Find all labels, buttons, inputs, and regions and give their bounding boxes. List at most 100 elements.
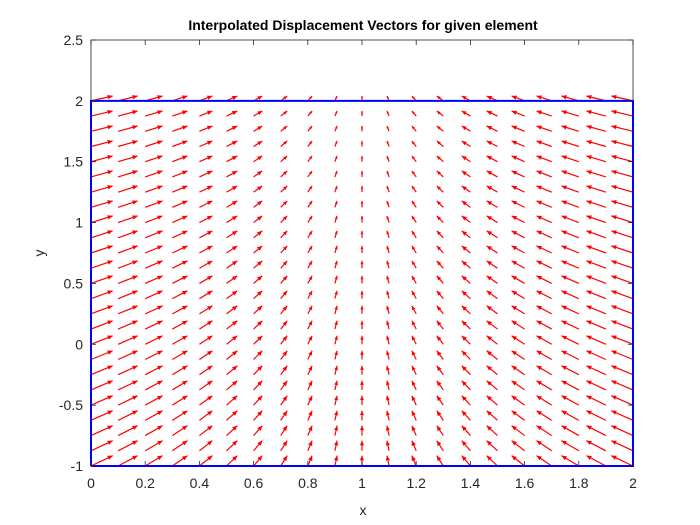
vector-arrow [117, 380, 138, 391]
vector-arrow [334, 350, 338, 360]
vector-arrow [586, 455, 607, 467]
vector-arrow [611, 305, 634, 315]
vector-arrow [90, 215, 113, 224]
vector-arrow [307, 110, 313, 117]
vector-arrow [385, 440, 390, 451]
vector-arrow [536, 455, 553, 467]
vector-arrow [334, 200, 338, 208]
vector-arrow [280, 440, 288, 452]
vector-arrow [280, 155, 288, 163]
vector-arrow [307, 215, 313, 223]
vector-arrow [90, 395, 113, 406]
vector-arrow [360, 260, 364, 269]
vector-arrow [199, 170, 213, 178]
vector-arrow [144, 290, 163, 300]
x-tick-label: 1.8 [569, 475, 589, 491]
vector-arrow [226, 380, 238, 391]
vector-arrow [536, 335, 552, 345]
vector-arrow [117, 215, 138, 224]
vector-arrow [536, 395, 553, 406]
vector-arrow [511, 200, 525, 208]
vector-arrow [199, 230, 213, 239]
vector-arrow [586, 230, 607, 239]
vector-arrow [461, 335, 471, 345]
vector-arrow [199, 185, 213, 193]
vector-arrow [411, 395, 417, 406]
vector-arrow [586, 305, 607, 315]
vector-arrow [199, 425, 213, 437]
vector-arrow [226, 245, 238, 254]
vector-arrow [561, 275, 580, 284]
vector-arrow [586, 245, 607, 254]
vector-arrow [360, 245, 364, 253]
vector-arrow [611, 215, 634, 224]
vector-arrow [386, 380, 390, 391]
vector-arrow [171, 395, 188, 406]
vector-arrow [144, 365, 163, 376]
vector-arrow [511, 185, 525, 193]
vector-arrow [386, 290, 390, 299]
vector-arrow [360, 170, 364, 177]
vector-arrow [611, 230, 634, 239]
x-tick-label: 0.4 [190, 475, 210, 491]
vector-arrow [611, 185, 634, 193]
vector-arrow [280, 125, 288, 132]
vector-arrow [280, 455, 288, 467]
vector-arrow [334, 140, 338, 147]
vector-arrow [360, 335, 364, 345]
vector-arrow [586, 110, 607, 117]
vector-arrow [561, 440, 580, 452]
vector-arrow [307, 230, 313, 239]
vector-arrow [334, 125, 338, 132]
vector-arrow [486, 185, 498, 193]
vector-arrow [144, 335, 163, 345]
y-axis-ticks: -1 -0.5 0 0.5 1 1.5 2 2.5 [59, 32, 633, 474]
vector-arrow [360, 410, 364, 421]
y-tick-label: 0.5 [64, 275, 84, 291]
vector-arrow [611, 109, 634, 117]
vector-arrow [226, 125, 238, 132]
vector-arrow [280, 410, 288, 421]
vector-arrow [360, 185, 364, 193]
vector-arrow [561, 290, 580, 300]
vector-arrow [280, 395, 288, 406]
vector-arrow [385, 410, 390, 421]
vector-arrow [144, 440, 163, 452]
vector-arrow [511, 380, 525, 391]
vector-arrow [561, 110, 579, 117]
vector-arrow [280, 200, 288, 208]
vector-arrow [253, 125, 263, 132]
vector-arrow [385, 425, 390, 436]
vector-arrow [307, 305, 313, 315]
vector-arrow [436, 410, 444, 421]
vector-arrow [461, 395, 471, 406]
vector-arrow [561, 140, 579, 148]
vector-arrow [411, 320, 417, 330]
vector-arrow [226, 110, 238, 117]
vector-arrow [461, 140, 471, 148]
vector-arrow [226, 425, 238, 437]
vector-arrow [226, 320, 238, 330]
vector-arrow [226, 365, 238, 376]
vector-arrow [436, 440, 444, 452]
vector-arrow [307, 155, 313, 163]
vector-arrow [307, 185, 313, 193]
vector-arrow [172, 185, 188, 193]
vector-arrow [280, 305, 288, 315]
x-tick-label: 0.2 [135, 475, 155, 491]
vector-arrow [411, 215, 417, 223]
vector-arrow [334, 440, 339, 451]
vector-arrow [117, 110, 138, 117]
x-tick-label: 1.6 [515, 475, 535, 491]
vector-arrow [144, 455, 163, 467]
vector-arrow [226, 200, 238, 208]
vector-arrow [334, 290, 338, 299]
vector-arrow [360, 230, 364, 238]
vector-arrow [253, 275, 263, 284]
vector-arrow [280, 350, 288, 360]
vector-arrow [90, 455, 113, 467]
vector-arrow [334, 305, 338, 315]
vector-arrow [611, 440, 634, 452]
vector-arrow [586, 395, 607, 406]
vector-arrow [536, 110, 552, 117]
